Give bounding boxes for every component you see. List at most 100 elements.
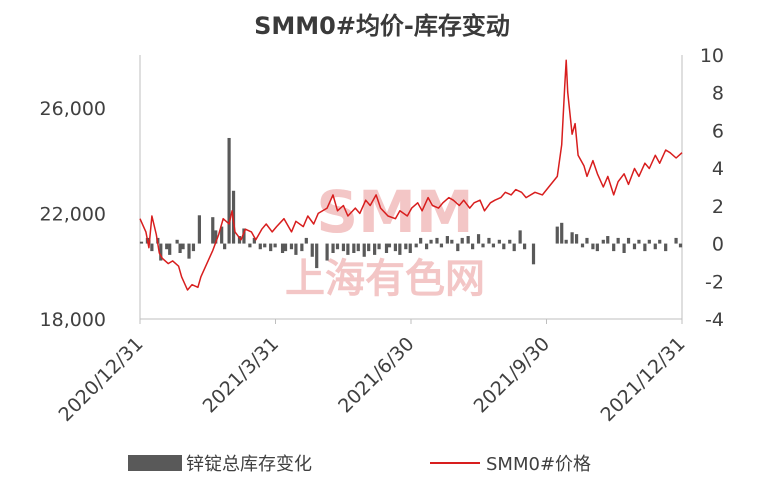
bar: [408, 243, 412, 253]
bar: [315, 243, 319, 269]
bar: [591, 243, 595, 250]
bar: [502, 243, 506, 250]
bar: [414, 243, 418, 248]
bar: [223, 243, 227, 250]
y-right-tick-label: -2: [705, 271, 724, 293]
bar: [283, 243, 288, 252]
bar: [384, 243, 389, 253]
bar: [564, 239, 568, 244]
bar: [595, 243, 599, 252]
bar: [570, 232, 574, 244]
y-right-tick-label: 8: [712, 83, 724, 105]
bar: [653, 243, 657, 250]
bar: [606, 236, 610, 244]
watermark-logo: SMM: [316, 178, 473, 246]
bar: [393, 243, 398, 252]
y-left-tick-label: 18,000: [40, 309, 106, 331]
bar: [227, 137, 231, 244]
bar: [258, 243, 262, 250]
x-tick-label: 2021/3/31: [199, 333, 283, 417]
bar: [289, 243, 294, 250]
bar: [367, 243, 371, 252]
legend-swatch-bars: [128, 455, 182, 471]
y-right-tick-label: 4: [712, 158, 724, 180]
bar: [269, 243, 273, 252]
bar: [335, 243, 340, 250]
bar: [242, 228, 246, 244]
bar: [560, 222, 564, 244]
bar: [341, 243, 346, 252]
watermark-text: 上海有色网: [285, 256, 485, 302]
bar: [647, 239, 651, 244]
bar: [626, 237, 631, 244]
bar: [139, 241, 144, 244]
bar: [346, 243, 350, 255]
bar: [304, 237, 308, 244]
bar: [300, 243, 304, 252]
bar: [439, 243, 444, 248]
bar: [450, 239, 454, 244]
bar: [273, 243, 277, 248]
bar: [263, 243, 267, 248]
bar: [197, 215, 201, 244]
bar: [424, 243, 429, 250]
y-right-tick-label: 6: [712, 120, 724, 142]
bar: [612, 243, 616, 252]
bar: [165, 243, 169, 250]
bar: [678, 243, 683, 248]
bar: [220, 226, 224, 244]
bar: [674, 237, 678, 244]
legend-label-line: SMM0#价格: [486, 454, 591, 475]
bar: [616, 237, 620, 244]
x-tick-label: 2021/9/30: [470, 333, 554, 417]
bar: [632, 243, 637, 250]
bar: [585, 237, 589, 244]
bar: [456, 243, 460, 252]
bar: [387, 243, 392, 248]
bar: [191, 243, 196, 252]
bar: [445, 236, 449, 244]
bar: [187, 243, 191, 259]
bar: [181, 243, 185, 250]
bar: [574, 234, 579, 244]
bar: [362, 243, 366, 257]
legend: 锌锭总库存变化 SMM0#价格: [128, 454, 591, 475]
bar: [471, 243, 475, 250]
bar: [664, 243, 668, 252]
legend-label-bars: 锌锭总库存变化: [186, 454, 312, 475]
bar: [214, 230, 218, 244]
bar: [419, 237, 423, 244]
bar: [522, 243, 527, 250]
bar: [178, 243, 182, 253]
chart-title: SMM0#均价-库存变动: [254, 12, 510, 40]
bar: [237, 236, 242, 244]
bar: [294, 243, 298, 255]
bar: [466, 236, 470, 244]
bar: [481, 243, 485, 248]
y-right-tick-label: 10: [700, 45, 724, 67]
bar: [280, 243, 285, 253]
bar: [352, 243, 356, 253]
x-tick-label: 2021/6/30: [334, 333, 418, 417]
bar: [150, 243, 154, 252]
bar: [555, 226, 559, 244]
bar: [643, 243, 647, 252]
bar: [252, 237, 256, 244]
bar: [377, 243, 381, 250]
bar: [331, 243, 335, 253]
x-tick-label: 2020/12/31: [55, 333, 148, 426]
bar: [310, 243, 314, 257]
bar: [512, 243, 516, 252]
bar: [325, 243, 329, 261]
bar: [429, 239, 433, 244]
bar: [460, 237, 464, 244]
axes: [139, 55, 683, 324]
bar: [580, 243, 585, 248]
bar: [508, 239, 512, 244]
bar: [398, 243, 402, 255]
bar: [373, 243, 377, 255]
bar: [622, 243, 626, 253]
bar: [497, 239, 501, 244]
bar: [248, 243, 252, 248]
bar: [487, 237, 491, 244]
